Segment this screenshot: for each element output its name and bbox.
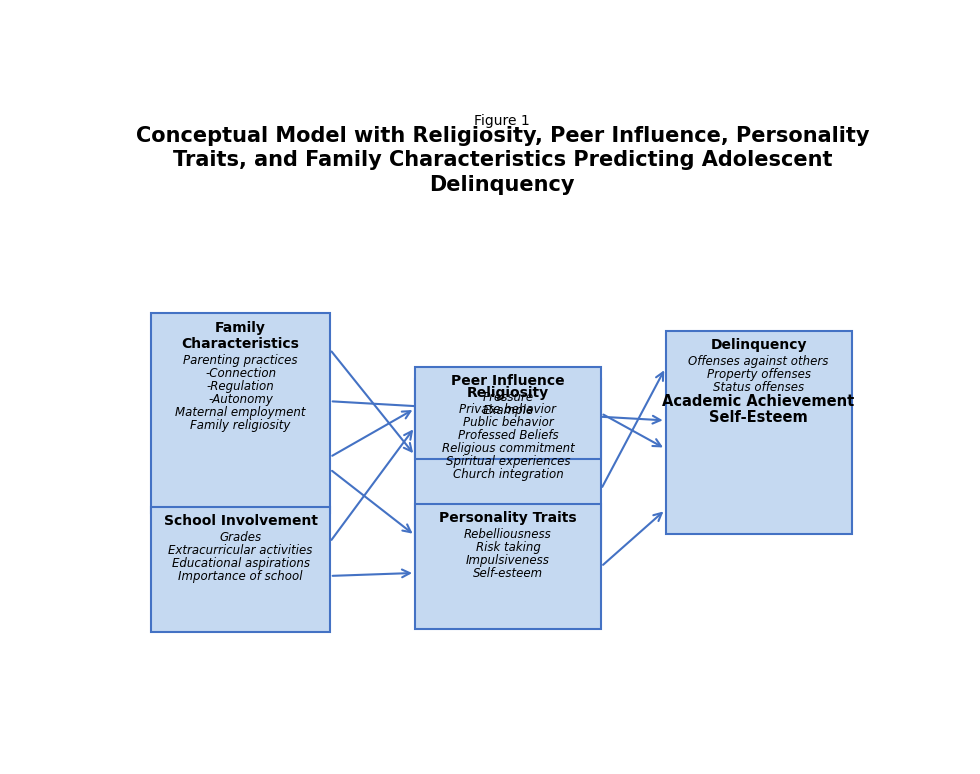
Text: Educational aspirations: Educational aspirations (172, 557, 310, 570)
Text: Public behavior: Public behavior (463, 416, 554, 429)
Text: Religiosity: Religiosity (466, 386, 549, 400)
Text: Maternal employment: Maternal employment (175, 406, 306, 420)
Text: Peer Influence: Peer Influence (451, 374, 564, 389)
Text: Figure 1: Figure 1 (474, 114, 530, 128)
Text: -Regulation: -Regulation (207, 380, 274, 393)
Text: Parenting practices: Parenting practices (183, 354, 298, 367)
Text: -Connection: -Connection (205, 367, 276, 380)
Text: Spiritual experiences: Spiritual experiences (446, 455, 570, 468)
Text: Status offenses: Status offenses (713, 382, 805, 394)
Text: Church integration: Church integration (453, 468, 564, 481)
Text: Family
Characteristics: Family Characteristics (181, 320, 300, 351)
Text: Example: Example (482, 404, 533, 417)
Text: Academic Achievement: Academic Achievement (662, 395, 855, 409)
Text: School Involvement: School Involvement (164, 514, 318, 528)
Text: Extracurricular activities: Extracurricular activities (169, 544, 313, 557)
Text: -Autonomy: -Autonomy (208, 393, 273, 406)
Text: Family religiosity: Family religiosity (190, 420, 291, 433)
Text: Delinquency: Delinquency (710, 338, 807, 352)
Text: Risk taking: Risk taking (475, 541, 540, 554)
Text: Personality Traits: Personality Traits (439, 512, 577, 526)
Text: Conceptual Model with Religiosity, Peer Influence, Personality
Traits, and Famil: Conceptual Model with Religiosity, Peer … (135, 125, 869, 195)
Text: Pressure: Pressure (482, 391, 533, 404)
FancyBboxPatch shape (415, 367, 601, 460)
Text: Self-Esteem: Self-Esteem (710, 410, 808, 425)
Text: Rebelliousness: Rebelliousness (465, 528, 552, 541)
FancyBboxPatch shape (151, 313, 330, 513)
Text: Importance of school: Importance of school (178, 570, 303, 584)
FancyBboxPatch shape (151, 507, 330, 632)
Text: Impulsiveness: Impulsiveness (466, 554, 550, 567)
FancyBboxPatch shape (665, 331, 852, 534)
Text: Offenses against others: Offenses against others (688, 355, 829, 368)
Text: Property offenses: Property offenses (707, 368, 810, 382)
FancyBboxPatch shape (415, 504, 601, 629)
Text: Grades: Grades (220, 531, 262, 544)
Text: Religious commitment: Religious commitment (442, 442, 574, 455)
Text: Self-esteem: Self-esteem (473, 567, 543, 580)
FancyBboxPatch shape (415, 379, 601, 549)
Text: Professed Beliefs: Professed Beliefs (458, 429, 559, 442)
Text: Private behavior: Private behavior (460, 402, 557, 416)
